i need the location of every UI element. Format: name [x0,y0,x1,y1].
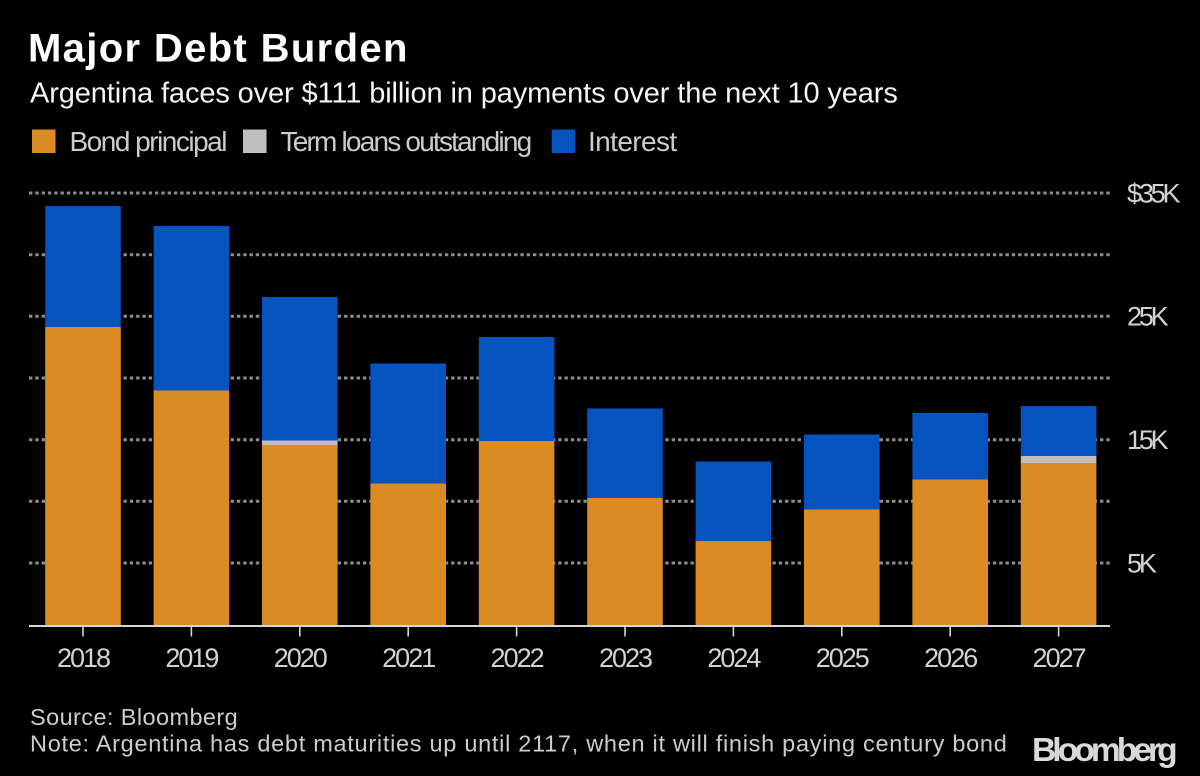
svg-text:Major Debt Burden: Major Debt Burden [28,27,409,71]
svg-text:Argentina faces over $111 bill: Argentina faces over $111 billion in pay… [30,77,898,109]
svg-text:Note: Argentina has debt matur: Note: Argentina has debt maturities up u… [30,731,1008,757]
svg-text:Interest: Interest [588,126,677,157]
svg-text:Bloomberg: Bloomberg [1032,732,1176,769]
svg-text:2018: 2018 [57,643,110,673]
svg-text:2026: 2026 [924,643,977,673]
svg-text:5K: 5K [1127,549,1157,579]
svg-text:$35K: $35K [1127,179,1180,209]
svg-text:2023: 2023 [599,643,652,673]
svg-text:2020: 2020 [274,643,327,673]
svg-text:2027: 2027 [1033,643,1086,673]
svg-text:2019: 2019 [165,643,218,673]
svg-text:2024: 2024 [707,643,761,673]
svg-text:Source: Bloomberg: Source: Bloomberg [30,704,238,730]
svg-text:25K: 25K [1127,302,1169,332]
svg-text:2021: 2021 [382,643,435,673]
svg-text:2022: 2022 [491,643,544,673]
svg-text:Term loans outstanding: Term loans outstanding [281,126,531,157]
svg-text:Bond principal: Bond principal [70,126,227,157]
svg-text:15K: 15K [1127,425,1169,455]
svg-text:2025: 2025 [816,643,869,673]
